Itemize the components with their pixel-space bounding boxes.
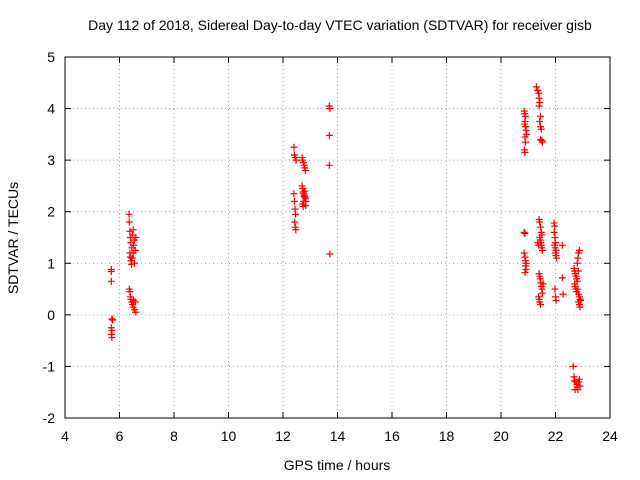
data-point [108, 334, 116, 342]
data-point [109, 316, 117, 324]
data-point [301, 187, 309, 195]
data-point [537, 125, 545, 133]
data-point [576, 382, 584, 390]
y-tick-label: 0 [47, 307, 55, 323]
data-point [130, 241, 138, 249]
y-axis-ticks: -2 -1 0 1 2 3 4 5 [43, 49, 610, 426]
data-point [108, 315, 116, 323]
data-point [574, 267, 582, 275]
chart-title: Day 112 of 2018, Sidereal Day-to-day VTE… [88, 17, 592, 33]
data-point [325, 131, 333, 139]
y-tick-label: 4 [47, 101, 55, 117]
grid [64, 56, 611, 419]
data-point [292, 226, 300, 234]
data-point [575, 246, 583, 254]
data-point [569, 362, 577, 370]
data-point [125, 210, 133, 218]
data-point [290, 143, 298, 151]
data-point [107, 277, 115, 285]
y-tick-label: -2 [43, 410, 56, 426]
data-point [302, 202, 310, 210]
y-tick-label: -1 [43, 358, 56, 374]
data-point [300, 197, 308, 205]
data-points [107, 83, 585, 394]
x-tick-label: 4 [61, 428, 69, 444]
data-point [536, 117, 544, 125]
data-point [538, 289, 546, 297]
data-point [107, 268, 115, 276]
data-point [132, 234, 140, 241]
x-tick-label: 12 [275, 428, 291, 444]
plot-border [64, 56, 611, 419]
data-point [521, 269, 529, 277]
y-tick-label: 2 [47, 204, 55, 220]
x-tick-label: 14 [330, 428, 346, 444]
data-point [558, 241, 566, 249]
x-tick-label: 16 [384, 428, 400, 444]
x-tick-label: 20 [493, 428, 509, 444]
data-point [130, 296, 138, 304]
x-tick-label: 10 [221, 428, 237, 444]
data-point [131, 246, 139, 254]
data-point [292, 156, 300, 164]
y-tick-label: 5 [47, 49, 55, 65]
data-point [521, 229, 529, 237]
data-point [127, 260, 135, 268]
data-point [551, 222, 559, 230]
data-point [522, 265, 530, 273]
x-tick-label: 6 [116, 428, 124, 444]
data-point [574, 254, 582, 262]
data-point [551, 285, 559, 293]
data-point [571, 386, 579, 394]
data-point [128, 254, 136, 262]
data-point [538, 246, 546, 254]
data-point [290, 197, 298, 205]
data-point [537, 112, 545, 120]
data-point [576, 303, 584, 311]
x-axis-label: GPS time / hours [284, 457, 391, 473]
x-tick-label: 18 [439, 428, 455, 444]
data-point [522, 138, 530, 146]
x-tick-label: 24 [602, 428, 618, 444]
data-point [574, 285, 582, 293]
data-point [129, 226, 137, 234]
data-point [521, 148, 529, 156]
x-axis-ticks: 4 6 8 10 12 14 16 18 20 22 24 [61, 57, 618, 444]
data-point [539, 280, 547, 288]
data-point [290, 190, 298, 198]
data-point [131, 298, 139, 306]
data-point [553, 254, 561, 262]
data-point [550, 228, 558, 236]
data-point [326, 250, 334, 258]
y-tick-label: 1 [47, 255, 55, 271]
data-point [571, 377, 579, 385]
data-point [575, 375, 583, 383]
x-tick-label: 22 [548, 428, 564, 444]
data-point [326, 105, 334, 113]
data-point [537, 301, 545, 309]
data-point [559, 290, 567, 298]
y-axis-label: SDTVAR / TECUs [5, 182, 21, 294]
data-point [132, 308, 140, 316]
data-point [535, 241, 543, 249]
data-point [552, 296, 560, 304]
data-point [558, 274, 566, 282]
data-point [538, 138, 546, 146]
data-point [130, 259, 138, 267]
data-point [520, 228, 528, 236]
x-tick-label: 8 [170, 428, 178, 444]
data-point [325, 161, 333, 169]
y-tick-label: 3 [47, 152, 55, 168]
data-point [535, 102, 543, 110]
data-point [301, 166, 309, 174]
data-point [532, 83, 540, 91]
data-point [536, 218, 544, 226]
data-point [520, 249, 528, 257]
data-point [126, 227, 134, 235]
data-point [537, 223, 545, 231]
data-point [292, 210, 300, 218]
data-point [125, 218, 133, 226]
